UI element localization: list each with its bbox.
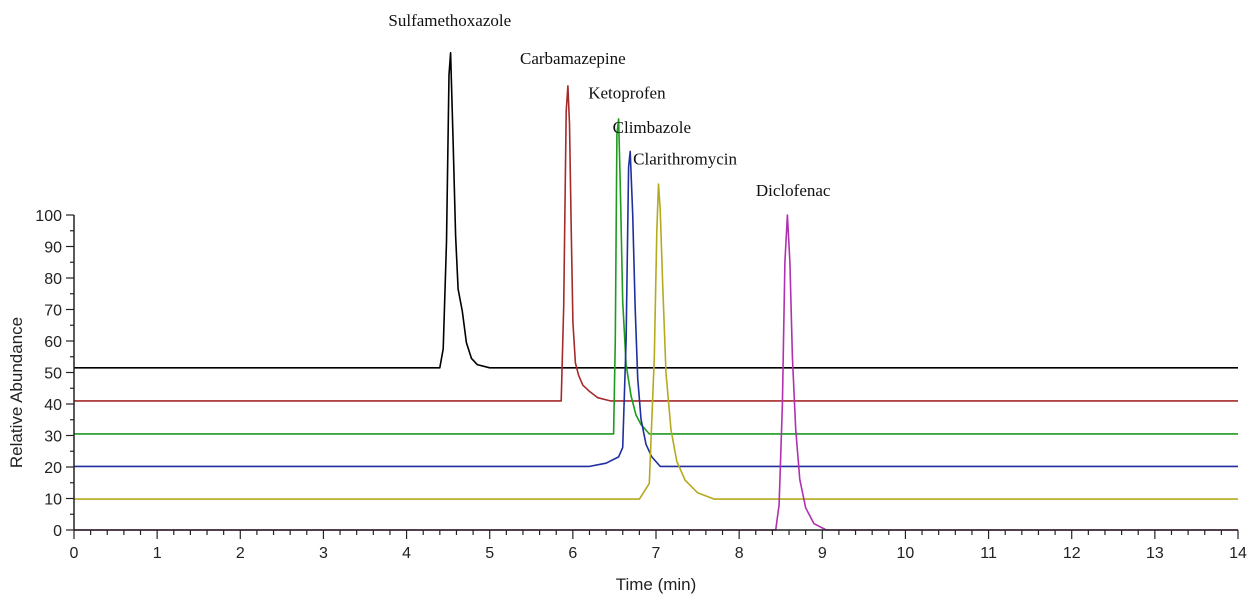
series-line-climbazole bbox=[74, 150, 1238, 468]
y-tick-label: 30 bbox=[44, 429, 62, 446]
peak-label-carbamazepine: Carbamazepine bbox=[520, 49, 626, 68]
x-tick-label: 14 bbox=[1229, 545, 1247, 562]
y-tick-label: 40 bbox=[44, 397, 62, 414]
chart-axes: 0 1 2 3 4 5 6 7 8 9 10 11 12 13 14 0102030405060708090… bbox=[35, 208, 1247, 562]
y-tick-label: 50 bbox=[44, 366, 62, 383]
series-line-ketoprofen bbox=[74, 118, 1238, 435]
y-tick-label: 0 bbox=[53, 523, 62, 540]
peak-label-climbazole: Climbazole bbox=[613, 118, 691, 137]
peak-label-ketoprofen: Ketoprofen bbox=[588, 83, 666, 102]
y-tick-label: 60 bbox=[44, 334, 62, 351]
x-tick-label: 1 bbox=[153, 545, 162, 562]
y-axis-title: Relative Abundance bbox=[7, 317, 26, 468]
x-axis-title: Time (min) bbox=[616, 575, 697, 594]
x-tick-label: 6 bbox=[568, 545, 577, 562]
series-line-carbamazepine bbox=[74, 85, 1238, 402]
y-tick-label: 20 bbox=[44, 460, 62, 477]
x-tick-label: 5 bbox=[485, 545, 494, 562]
peak-label-sulfamethoxazole: Sulfamethoxazole bbox=[388, 11, 511, 30]
x-tick-label: 0 bbox=[70, 545, 79, 562]
series-line-sulfamethoxazole bbox=[74, 51, 1238, 369]
x-tick-label: 11 bbox=[980, 545, 997, 562]
x-tick-label: 2 bbox=[236, 545, 245, 562]
y-tick-label: 80 bbox=[44, 271, 62, 288]
y-tick-label: 100 bbox=[35, 208, 62, 225]
x-tick-label: 3 bbox=[319, 545, 328, 562]
x-tick-label: 9 bbox=[818, 545, 827, 562]
y-axis-ticks: 0 10 20 30 40 50 60 70 80 90 100 bbox=[35, 208, 74, 540]
x-tick-label: 12 bbox=[1063, 545, 1081, 562]
peak-labels: Sulfamethoxazole Carbamazepine Ketoprofen C… bbox=[388, 11, 830, 200]
x-tick-label: 10 bbox=[897, 545, 915, 562]
peak-label-diclofenac: Diclofenac bbox=[756, 181, 831, 200]
y-tick-label: 90 bbox=[44, 240, 62, 257]
x-tick-label: 8 bbox=[735, 545, 744, 562]
series-line-diclofenac bbox=[74, 214, 1238, 531]
x-tick-label: 4 bbox=[402, 545, 411, 562]
x-tick-label: 13 bbox=[1146, 545, 1164, 562]
series-line-clarithromycin bbox=[74, 183, 1238, 500]
x-tick-label: 7 bbox=[652, 545, 661, 562]
y-tick-label: 70 bbox=[44, 303, 62, 320]
chromatogram-traces bbox=[74, 51, 1238, 531]
y-tick-label: 10 bbox=[44, 492, 62, 509]
x-axis-ticks: 0 1 2 3 4 5 6 7 8 9 10 11 12 13 14 bbox=[70, 530, 1247, 562]
peak-label-clarithromycin: Clarithromycin bbox=[633, 150, 737, 169]
